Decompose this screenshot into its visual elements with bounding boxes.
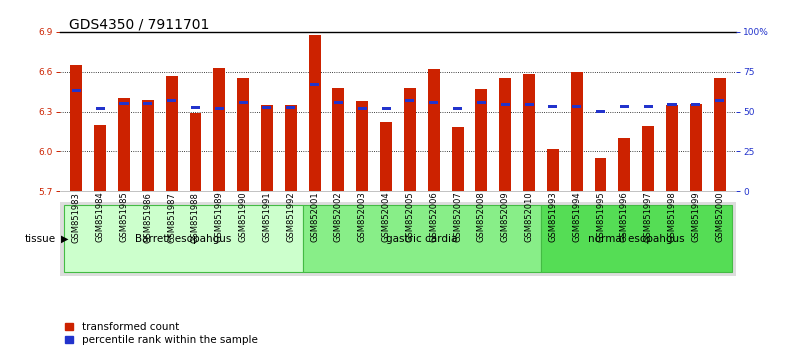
Bar xyxy=(285,105,297,191)
Bar xyxy=(620,105,629,108)
Text: Barrett esopahgus: Barrett esopahgus xyxy=(135,234,232,244)
Text: GSM851991: GSM851991 xyxy=(263,192,271,242)
Bar xyxy=(381,107,391,110)
Text: GSM851993: GSM851993 xyxy=(548,192,557,242)
Text: GSM851999: GSM851999 xyxy=(691,192,700,242)
Bar xyxy=(666,105,678,191)
Text: GSM851992: GSM851992 xyxy=(287,192,295,242)
Text: GSM851988: GSM851988 xyxy=(191,192,200,242)
Text: GSM851983: GSM851983 xyxy=(72,192,81,242)
Bar xyxy=(167,99,176,102)
Bar xyxy=(309,35,321,191)
Text: GSM851990: GSM851990 xyxy=(239,192,248,242)
Bar xyxy=(668,103,677,106)
Bar xyxy=(595,158,607,191)
Bar xyxy=(690,104,702,191)
Bar xyxy=(287,106,295,109)
Bar xyxy=(380,122,392,191)
Bar xyxy=(547,149,559,191)
Bar xyxy=(94,125,106,191)
Bar xyxy=(263,106,271,109)
Bar xyxy=(239,101,248,104)
Bar xyxy=(429,101,439,104)
Bar xyxy=(427,69,439,191)
Bar xyxy=(166,76,178,191)
Text: GSM852000: GSM852000 xyxy=(715,192,724,242)
Text: GSM851985: GSM851985 xyxy=(119,192,128,242)
Legend: transformed count, percentile rank within the sample: transformed count, percentile rank withi… xyxy=(65,322,257,345)
Bar xyxy=(451,127,463,191)
Text: GSM851986: GSM851986 xyxy=(143,192,152,242)
Bar xyxy=(691,103,700,106)
Bar xyxy=(189,113,201,191)
Text: GSM851987: GSM851987 xyxy=(167,192,176,242)
Bar xyxy=(571,72,583,191)
Text: GSM851989: GSM851989 xyxy=(215,192,224,242)
FancyBboxPatch shape xyxy=(64,205,302,273)
Bar xyxy=(70,65,82,191)
Text: GSM851997: GSM851997 xyxy=(644,192,653,242)
Bar xyxy=(644,105,653,108)
Text: GSM851995: GSM851995 xyxy=(596,192,605,242)
Text: GSM852004: GSM852004 xyxy=(381,192,391,242)
Bar xyxy=(215,107,224,110)
Text: GSM852005: GSM852005 xyxy=(405,192,415,242)
Bar xyxy=(477,101,486,104)
Text: GSM852001: GSM852001 xyxy=(310,192,319,242)
Text: gastric cardia: gastric cardia xyxy=(386,234,458,244)
Bar xyxy=(237,78,249,191)
Text: GSM851984: GSM851984 xyxy=(96,192,105,242)
Bar xyxy=(501,103,509,106)
Text: GSM851998: GSM851998 xyxy=(668,192,677,242)
Text: GSM852009: GSM852009 xyxy=(501,192,509,242)
Bar xyxy=(213,68,225,191)
Bar xyxy=(453,107,462,110)
Bar xyxy=(357,107,367,110)
Text: GSM852006: GSM852006 xyxy=(429,192,439,242)
Bar xyxy=(261,105,273,191)
Bar xyxy=(334,101,343,104)
Bar xyxy=(333,88,345,191)
Bar xyxy=(72,89,81,92)
Bar xyxy=(572,105,581,108)
Bar xyxy=(143,102,152,105)
Text: ▶: ▶ xyxy=(60,234,68,244)
FancyBboxPatch shape xyxy=(541,205,732,273)
Text: GSM852008: GSM852008 xyxy=(477,192,486,242)
Text: GSM851994: GSM851994 xyxy=(572,192,581,242)
Bar xyxy=(404,88,416,191)
Bar xyxy=(357,101,369,191)
Bar xyxy=(548,105,557,108)
Bar xyxy=(475,89,487,191)
Bar xyxy=(715,99,724,102)
Bar xyxy=(525,103,533,106)
Bar xyxy=(119,102,128,105)
FancyBboxPatch shape xyxy=(302,205,541,273)
Bar xyxy=(714,78,726,191)
Text: normal esopahgus: normal esopahgus xyxy=(588,234,685,244)
Bar xyxy=(405,99,415,102)
Bar xyxy=(191,106,200,109)
Text: GSM852007: GSM852007 xyxy=(453,192,462,242)
Text: GDS4350 / 7911701: GDS4350 / 7911701 xyxy=(69,17,209,31)
Bar xyxy=(618,138,630,191)
Text: GSM852010: GSM852010 xyxy=(525,192,533,242)
Bar xyxy=(142,99,154,191)
Bar xyxy=(523,74,535,191)
Bar xyxy=(499,78,511,191)
Text: GSM852002: GSM852002 xyxy=(334,192,343,242)
Bar xyxy=(310,84,319,86)
Text: GSM851996: GSM851996 xyxy=(620,192,629,242)
Bar xyxy=(96,107,105,110)
Bar xyxy=(642,126,654,191)
Text: GSM852003: GSM852003 xyxy=(357,192,367,242)
Bar xyxy=(118,98,130,191)
Bar xyxy=(596,110,605,113)
Text: tissue: tissue xyxy=(25,234,56,244)
